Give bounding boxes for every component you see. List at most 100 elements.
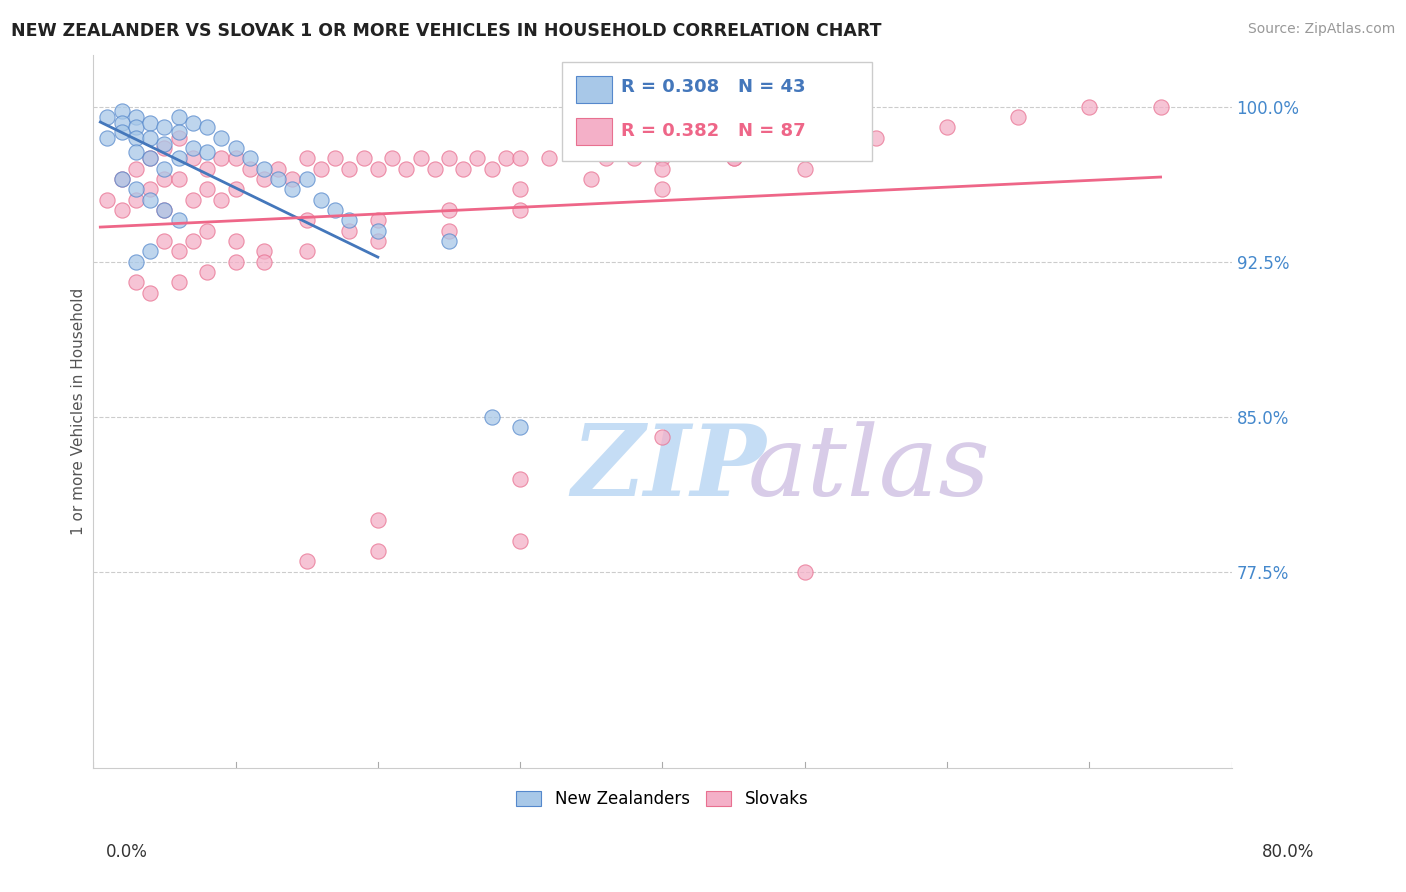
Point (295, 554, 318, 568)
Point (509, 420, 531, 434)
Point (167, 130, 190, 145)
Point (139, 182, 162, 196)
Point (267, 172, 290, 186)
Point (509, 533, 531, 548)
Point (139, 130, 162, 145)
Point (167, 172, 190, 186)
Point (225, 254, 247, 268)
Point (281, 182, 304, 196)
Point (96, 130, 118, 145)
Y-axis label: 1 or more Vehicles in Household: 1 or more Vehicles in Household (72, 288, 86, 535)
Text: 0.0%: 0.0% (105, 843, 148, 861)
Point (323, 152, 346, 166)
Point (153, 203, 176, 218)
Point (651, 161, 673, 176)
Point (651, 430, 673, 444)
Point (209, 130, 232, 145)
Point (865, 130, 887, 145)
Point (153, 161, 176, 176)
Point (167, 213, 190, 227)
Point (651, 152, 673, 166)
Point (181, 116, 204, 130)
Point (337, 213, 360, 227)
Point (723, 152, 745, 166)
Point (153, 141, 176, 155)
Point (437, 224, 460, 238)
Point (139, 285, 162, 300)
Point (111, 125, 134, 139)
Point (337, 161, 360, 176)
Text: Source: ZipAtlas.com: Source: ZipAtlas.com (1247, 22, 1395, 37)
Point (195, 161, 218, 176)
Point (253, 172, 276, 186)
Point (153, 136, 176, 151)
Point (936, 120, 959, 135)
Point (125, 120, 148, 135)
Point (195, 265, 218, 279)
Point (125, 276, 148, 290)
Point (437, 152, 460, 166)
Text: atlas: atlas (748, 421, 991, 516)
Text: R = 0.308   N = 43: R = 0.308 N = 43 (621, 78, 806, 96)
Point (195, 145, 218, 160)
Point (239, 152, 262, 166)
Point (509, 472, 531, 486)
Point (595, 152, 617, 166)
Point (139, 116, 162, 130)
Point (367, 213, 389, 227)
Point (295, 213, 318, 227)
Point (253, 254, 276, 268)
Point (225, 182, 247, 196)
Point (353, 152, 375, 166)
Point (1149, 100, 1171, 114)
Point (111, 203, 134, 218)
Point (167, 110, 190, 124)
Point (793, 141, 815, 155)
Point (495, 152, 517, 166)
Point (295, 172, 318, 186)
Point (96, 110, 118, 124)
Point (281, 172, 304, 186)
Point (367, 513, 389, 527)
Point (225, 234, 247, 248)
Text: ZIP: ZIP (571, 420, 766, 516)
Text: R = 0.382   N = 87: R = 0.382 N = 87 (621, 122, 806, 140)
Point (181, 193, 204, 207)
Point (423, 161, 446, 176)
Point (225, 152, 247, 166)
Point (111, 172, 134, 186)
Text: 80.0%: 80.0% (1263, 843, 1315, 861)
Point (125, 193, 148, 207)
Point (451, 161, 474, 176)
Point (195, 224, 218, 238)
Point (167, 244, 190, 259)
Point (209, 193, 232, 207)
Point (323, 203, 346, 218)
Point (295, 152, 318, 166)
Point (253, 161, 276, 176)
Point (437, 234, 460, 248)
Point (309, 161, 332, 176)
Point (793, 161, 815, 176)
Point (723, 152, 745, 166)
Point (181, 234, 204, 248)
Point (337, 224, 360, 238)
Point (125, 182, 148, 196)
Point (139, 193, 162, 207)
Legend: New Zealanders, Slovaks: New Zealanders, Slovaks (508, 782, 817, 817)
Point (153, 234, 176, 248)
Point (509, 182, 531, 196)
Text: NEW ZEALANDER VS SLOVAK 1 OR MORE VEHICLES IN HOUSEHOLD CORRELATION CHART: NEW ZEALANDER VS SLOVAK 1 OR MORE VEHICL… (11, 22, 882, 40)
Point (437, 203, 460, 218)
Point (565, 141, 588, 155)
Point (581, 172, 603, 186)
Point (195, 120, 218, 135)
Point (96, 193, 118, 207)
Point (381, 152, 404, 166)
Point (509, 203, 531, 218)
Point (167, 276, 190, 290)
Point (139, 152, 162, 166)
Point (125, 130, 148, 145)
Point (309, 193, 332, 207)
Point (209, 152, 232, 166)
